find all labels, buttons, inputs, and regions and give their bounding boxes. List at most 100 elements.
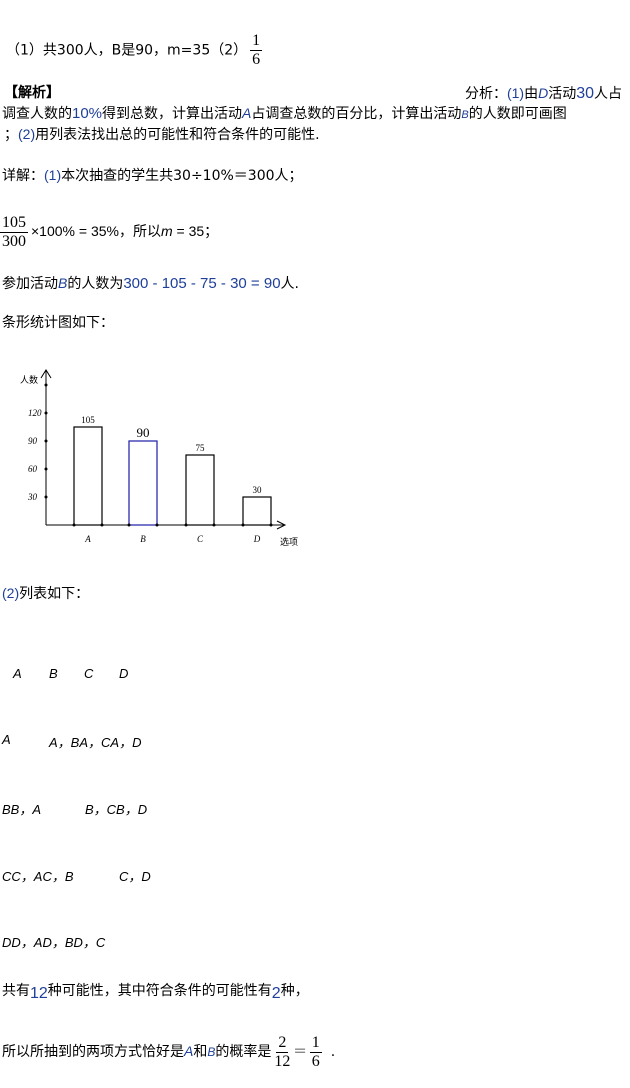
data-label: 75	[196, 443, 206, 453]
bar-A	[73, 426, 103, 526]
analysis-label: 分析：	[464, 86, 507, 102]
text: 的人数即可画图	[468, 106, 567, 122]
text: 列表如下：	[19, 586, 90, 602]
math-var: B	[207, 1045, 216, 1059]
math-var: A	[184, 1043, 194, 1059]
text: 种可能性，其中符合条件的可能性有	[47, 983, 272, 999]
table-header-cell: C	[84, 666, 94, 681]
text: = 35；	[172, 223, 219, 239]
analysis-heading: 【解析】	[4, 85, 60, 101]
x-tick-dot	[184, 523, 188, 527]
part-marker: (2)	[18, 126, 36, 142]
text: 共有	[2, 983, 30, 999]
fraction-numerator: 1	[250, 32, 263, 51]
text: ；	[4, 127, 18, 143]
text: 活动	[548, 86, 577, 102]
y-tick-label: 30	[27, 492, 38, 502]
part-marker: (2)	[2, 585, 20, 601]
math-var: B	[461, 109, 469, 121]
text: 人占	[594, 86, 622, 102]
analysis-line-1: 分析：(1)由D活动30人占	[465, 83, 622, 104]
y-tick-dot	[44, 439, 48, 443]
data-label: 90	[137, 425, 150, 440]
table-header-cell: A	[13, 666, 22, 681]
y-tick-label: 60	[28, 464, 38, 474]
list-intro-line: (2)列表如下：	[2, 583, 89, 604]
equals-sign: =	[293, 1041, 307, 1060]
fraction-105-300: 105 300	[0, 214, 28, 251]
y-tick-label: 90	[28, 436, 38, 446]
answer-text: （1）共300人，B是90，m=35（2）	[6, 42, 248, 59]
chart-intro: 条形统计图如下：	[2, 315, 114, 331]
detail-line-3: 参加活动B的人数为300 - 105 - 75 - 30 = 90人.	[2, 273, 299, 294]
detail-label: 详解：	[2, 168, 44, 184]
bar-D	[242, 496, 272, 526]
x-tick-label: D	[253, 534, 261, 544]
text: 所以所抽到的两项方式恰好是	[2, 1044, 184, 1060]
fraction-denominator: 6	[252, 51, 261, 68]
detail-line-1: 详解：(1)本次抽查的学生共30÷10%＝300人；	[2, 165, 303, 186]
text: 由	[524, 86, 539, 102]
x-tick-label: B	[140, 534, 146, 544]
text: 种，	[280, 983, 309, 999]
data-label: 30	[253, 485, 263, 495]
math-num: 10%	[72, 105, 103, 122]
analysis-line-3: ；(2)用列表法找出总的可能性和符合条件的可能性.	[4, 124, 320, 145]
x-tick-dot	[72, 523, 76, 527]
fraction-numerator: 2	[276, 1033, 289, 1053]
table-row-cell: C，D	[119, 869, 151, 884]
x-tick-dot	[241, 523, 245, 527]
x-axis-label: 选项	[280, 536, 298, 547]
bar-C	[185, 454, 215, 526]
fraction-numerator: 1	[309, 1033, 322, 1053]
text: 调查人数的	[2, 106, 72, 122]
table-header-cell: B	[49, 666, 58, 681]
math-var: D	[538, 85, 549, 101]
bar-B	[128, 440, 158, 526]
x-tick-dot	[127, 523, 131, 527]
x-tick-label: C	[197, 534, 204, 544]
table-row-cell: B，CB，D	[85, 802, 148, 817]
part-marker: (1)	[506, 85, 525, 101]
x-tick-dot	[212, 523, 216, 527]
table-row-cell: DD，AD，BD，C	[2, 935, 106, 950]
text: 占调查总数的百分比，计算出活动	[251, 106, 462, 122]
text: .	[330, 1044, 336, 1060]
table-row-cell: A，BA，CA，D	[49, 735, 142, 750]
total-line: 共有12种可能性，其中符合条件的可能性有2种，	[2, 981, 309, 1002]
math-var: A	[242, 105, 252, 121]
text: 的人数为	[67, 276, 124, 292]
final-line: 所以所抽到的两项方式恰好是A和B的概率是 2 12 = 1 6.	[2, 1031, 335, 1072]
math-var: m	[160, 223, 173, 239]
answer-line: （1）共300人，B是90，m=35（2） 1 6	[6, 32, 265, 69]
fraction-numerator: 105	[0, 213, 28, 233]
math-num: 12	[30, 985, 48, 1002]
table-header-cell: D	[119, 666, 129, 681]
detail-line-2: 105 300 ×100% = 35%，所以m = 35；	[0, 212, 218, 251]
x-tick-dot	[155, 523, 159, 527]
y-axis-arrow	[40, 369, 52, 379]
fraction-denominator: 12	[274, 1052, 291, 1070]
fraction-denominator: 300	[2, 232, 26, 250]
y-tick-dot	[44, 411, 48, 415]
math-var: B	[58, 275, 68, 291]
x-tick-dot	[269, 523, 273, 527]
x-tick-dot	[100, 523, 104, 527]
y-axis-label: 人数	[20, 374, 38, 385]
text: ×100% = 35%，所以	[31, 223, 161, 239]
analysis-line-2: 调查人数的10%得到总数，计算出活动A占调查总数的百分比，计算出活动B的人数即可…	[2, 103, 567, 125]
y-tick-dot	[44, 467, 48, 471]
fraction-2-12: 2 12	[274, 1034, 290, 1071]
x-tick-label: A	[84, 534, 91, 544]
text: 人.	[280, 276, 299, 292]
text: 用列表法找出总的可能性和符合条件的可能性.	[35, 127, 320, 143]
table-row-cell: CC，AC，B	[2, 869, 74, 884]
text: 本次抽查的学生共30÷10%＝300人；	[61, 168, 303, 184]
part-marker: (1)	[44, 167, 62, 183]
math-num: 2	[271, 985, 281, 1002]
y-tick-dot	[44, 495, 48, 499]
table-row-cell: A	[2, 732, 11, 747]
